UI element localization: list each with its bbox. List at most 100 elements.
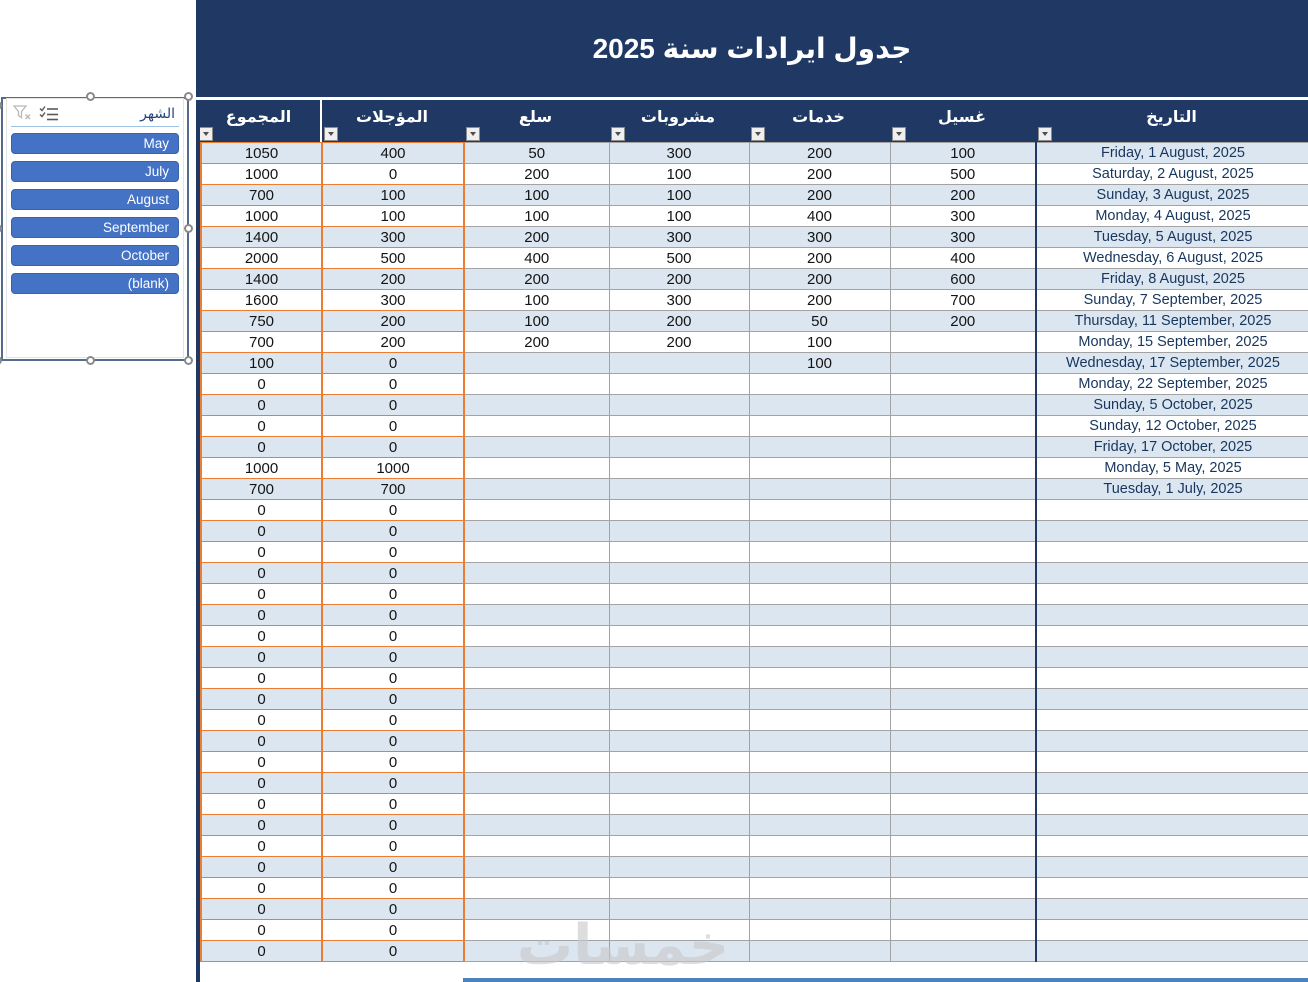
- value-cell[interactable]: 100: [464, 310, 610, 332]
- value-cell[interactable]: 400: [890, 247, 1037, 269]
- value-cell[interactable]: 200: [609, 310, 750, 332]
- value-cell[interactable]: 0: [200, 940, 323, 962]
- value-cell[interactable]: [609, 541, 750, 563]
- value-cell[interactable]: [749, 772, 891, 794]
- value-cell[interactable]: 0: [322, 898, 465, 920]
- column-filter-button[interactable]: [324, 127, 338, 141]
- value-cell[interactable]: [464, 373, 610, 395]
- value-cell[interactable]: 0: [322, 772, 465, 794]
- value-cell[interactable]: [890, 877, 1037, 899]
- value-cell[interactable]: [464, 751, 610, 773]
- value-cell[interactable]: [749, 835, 891, 857]
- value-cell[interactable]: [609, 394, 750, 416]
- value-cell[interactable]: 50: [464, 142, 610, 164]
- value-cell[interactable]: 200: [464, 331, 610, 353]
- value-cell[interactable]: 1600: [200, 289, 323, 311]
- date-cell[interactable]: Sunday, 5 October, 2025: [1036, 394, 1308, 416]
- value-cell[interactable]: [464, 541, 610, 563]
- value-cell[interactable]: 0: [322, 814, 465, 836]
- date-cell[interactable]: [1036, 940, 1308, 962]
- value-cell[interactable]: [890, 583, 1037, 605]
- value-cell[interactable]: 100: [749, 331, 891, 353]
- date-cell[interactable]: Saturday, 2 August, 2025: [1036, 163, 1308, 185]
- value-cell[interactable]: 0: [200, 772, 323, 794]
- value-cell[interactable]: 300: [749, 226, 891, 248]
- value-cell[interactable]: [890, 541, 1037, 563]
- value-cell[interactable]: [609, 751, 750, 773]
- value-cell[interactable]: [890, 373, 1037, 395]
- date-cell[interactable]: Monday, 5 May, 2025: [1036, 457, 1308, 479]
- value-cell[interactable]: 0: [322, 499, 465, 521]
- value-cell[interactable]: 0: [200, 688, 323, 710]
- column-filter-button[interactable]: [199, 127, 213, 141]
- selection-handle-top-right[interactable]: [184, 92, 193, 101]
- column-filter-button[interactable]: [751, 127, 765, 141]
- value-cell[interactable]: [890, 688, 1037, 710]
- value-cell[interactable]: 100: [890, 142, 1037, 164]
- column-filter-button[interactable]: [466, 127, 480, 141]
- value-cell[interactable]: 0: [322, 583, 465, 605]
- value-cell[interactable]: [890, 646, 1037, 668]
- value-cell[interactable]: 0: [322, 919, 465, 941]
- value-cell[interactable]: [890, 667, 1037, 689]
- value-cell[interactable]: 0: [322, 856, 465, 878]
- column-filter-button[interactable]: [1038, 127, 1052, 141]
- value-cell[interactable]: 1000: [200, 205, 323, 227]
- value-cell[interactable]: 0: [200, 415, 323, 437]
- value-cell[interactable]: 0: [322, 688, 465, 710]
- value-cell[interactable]: [749, 394, 891, 416]
- value-cell[interactable]: 100: [609, 184, 750, 206]
- value-cell[interactable]: [464, 919, 610, 941]
- value-cell[interactable]: [464, 814, 610, 836]
- value-cell[interactable]: [749, 688, 891, 710]
- value-cell[interactable]: 600: [890, 268, 1037, 290]
- value-cell[interactable]: 0: [200, 835, 323, 857]
- date-cell[interactable]: [1036, 709, 1308, 731]
- value-cell[interactable]: [464, 478, 610, 500]
- value-cell[interactable]: [890, 415, 1037, 437]
- value-cell[interactable]: 300: [890, 205, 1037, 227]
- value-cell[interactable]: [890, 457, 1037, 479]
- value-cell[interactable]: [890, 604, 1037, 626]
- value-cell[interactable]: 200: [609, 331, 750, 353]
- date-cell[interactable]: Thursday, 11 September, 2025: [1036, 310, 1308, 332]
- date-cell[interactable]: [1036, 499, 1308, 521]
- value-cell[interactable]: [609, 625, 750, 647]
- value-cell[interactable]: 700: [200, 478, 323, 500]
- value-cell[interactable]: [749, 856, 891, 878]
- value-cell[interactable]: [890, 856, 1037, 878]
- value-cell[interactable]: [609, 898, 750, 920]
- value-cell[interactable]: 200: [609, 268, 750, 290]
- value-cell[interactable]: [890, 352, 1037, 374]
- value-cell[interactable]: [749, 436, 891, 458]
- selection-handle-bottom-right[interactable]: [184, 356, 193, 365]
- date-cell[interactable]: [1036, 646, 1308, 668]
- date-cell[interactable]: Friday, 1 August, 2025: [1036, 142, 1308, 164]
- slicer-item-blank[interactable]: (blank): [11, 273, 179, 294]
- value-cell[interactable]: 1000: [200, 457, 323, 479]
- value-cell[interactable]: [890, 331, 1037, 353]
- value-cell[interactable]: 0: [322, 835, 465, 857]
- value-cell[interactable]: [609, 667, 750, 689]
- value-cell[interactable]: [749, 541, 891, 563]
- value-cell[interactable]: 100: [464, 205, 610, 227]
- value-cell[interactable]: 0: [200, 709, 323, 731]
- value-cell[interactable]: 300: [322, 289, 465, 311]
- date-cell[interactable]: Sunday, 7 September, 2025: [1036, 289, 1308, 311]
- value-cell[interactable]: [464, 667, 610, 689]
- value-cell[interactable]: 700: [890, 289, 1037, 311]
- value-cell[interactable]: 0: [200, 520, 323, 542]
- date-cell[interactable]: Wednesday, 17 September, 2025: [1036, 352, 1308, 374]
- value-cell[interactable]: [464, 835, 610, 857]
- value-cell[interactable]: 1000: [200, 163, 323, 185]
- value-cell[interactable]: 0: [200, 898, 323, 920]
- value-cell[interactable]: [749, 751, 891, 773]
- value-cell[interactable]: 0: [200, 751, 323, 773]
- value-cell[interactable]: [890, 499, 1037, 521]
- value-cell[interactable]: 0: [322, 436, 465, 458]
- date-cell[interactable]: Sunday, 3 August, 2025: [1036, 184, 1308, 206]
- value-cell[interactable]: 0: [200, 436, 323, 458]
- value-cell[interactable]: 300: [890, 226, 1037, 248]
- clear-filter-icon[interactable]: [13, 105, 31, 121]
- value-cell[interactable]: [890, 478, 1037, 500]
